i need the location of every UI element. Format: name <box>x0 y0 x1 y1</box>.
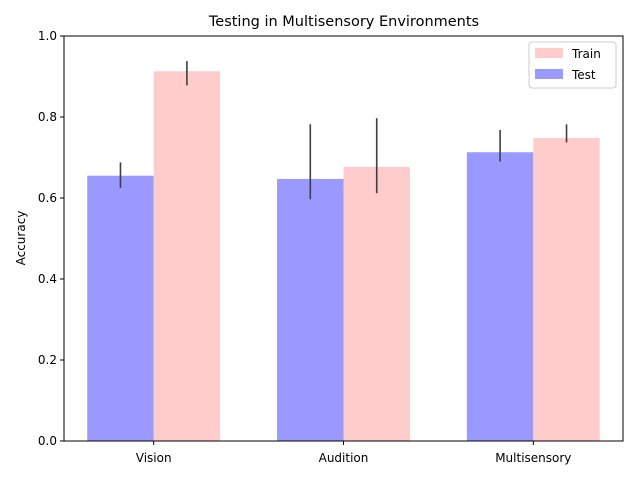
bars-layer <box>87 71 600 442</box>
y-tick-label: 0.0 <box>38 434 57 448</box>
x-tick-label: Audition <box>319 451 369 465</box>
bar-train-audition <box>343 166 410 441</box>
bar-test-vision <box>87 175 154 441</box>
legend-label-train: Train <box>571 47 601 61</box>
x-tick-label: Multisensory <box>495 451 571 465</box>
y-tick-label: 0.8 <box>38 110 57 124</box>
y-tick-label: 0.2 <box>38 353 57 367</box>
legend-label-test: Test <box>571 68 596 82</box>
bar-test-audition <box>277 178 344 441</box>
y-tick-label: 1.0 <box>38 29 57 43</box>
bar-train-vision <box>153 71 221 442</box>
error-bars-layer <box>119 61 568 200</box>
x-tick-label: Vision <box>136 451 172 465</box>
bar-train-multisensory <box>533 138 600 441</box>
bar-test-multisensory <box>466 152 534 442</box>
legend-swatch-test <box>535 69 563 79</box>
y-tick-label: 0.4 <box>38 272 57 286</box>
legend-swatch-train <box>535 48 563 58</box>
y-axis-label: Accuracy <box>14 211 28 266</box>
chart-title: Testing in Multisensory Environments <box>208 14 479 30</box>
axes-layer: 0.0 0.2 0.4 0.6 0.8 1.0 Vision Audition Multisen… <box>38 29 624 465</box>
y-tick-label: 0.6 <box>38 191 57 205</box>
legend: Train Test <box>528 41 617 89</box>
